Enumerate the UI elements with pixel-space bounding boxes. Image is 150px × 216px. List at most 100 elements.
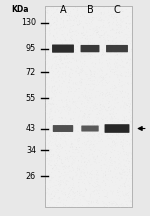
Point xyxy=(56,49,59,53)
Point xyxy=(91,169,94,172)
Point xyxy=(122,205,124,209)
Point xyxy=(72,151,74,154)
Point xyxy=(54,131,56,135)
Point xyxy=(127,134,129,137)
Point xyxy=(91,109,94,113)
Point xyxy=(81,46,83,50)
Point xyxy=(95,173,98,177)
Point xyxy=(51,108,53,112)
Point xyxy=(68,112,70,116)
Point xyxy=(106,82,109,85)
Point xyxy=(74,90,76,94)
Point xyxy=(81,164,84,167)
Point xyxy=(105,167,108,170)
Point xyxy=(121,118,124,122)
Point xyxy=(50,151,52,154)
Point xyxy=(73,33,75,37)
Point xyxy=(61,162,64,166)
Point xyxy=(105,81,107,84)
Point xyxy=(93,70,95,73)
Point xyxy=(57,63,59,66)
Point xyxy=(110,93,112,96)
Point xyxy=(62,25,64,29)
Point xyxy=(81,102,84,106)
Point xyxy=(81,45,83,49)
Point xyxy=(44,59,46,62)
Point xyxy=(77,106,79,109)
Point xyxy=(121,79,123,83)
Point xyxy=(128,105,130,108)
Point xyxy=(60,56,62,60)
Point xyxy=(94,50,97,54)
Point xyxy=(123,182,126,185)
Point xyxy=(53,85,56,89)
Point xyxy=(111,98,114,102)
Point xyxy=(103,188,106,191)
Point xyxy=(88,125,91,128)
Point xyxy=(85,163,88,166)
Point xyxy=(62,62,64,65)
Point xyxy=(116,53,119,56)
Point xyxy=(110,29,112,32)
Point xyxy=(113,200,115,203)
Point xyxy=(64,164,66,167)
Point xyxy=(47,204,49,207)
Point xyxy=(50,46,52,50)
Point xyxy=(86,65,88,68)
Point xyxy=(121,10,124,13)
Point xyxy=(111,202,114,205)
Point xyxy=(106,72,108,76)
Point xyxy=(90,201,92,205)
Point xyxy=(129,35,132,39)
Point xyxy=(114,60,117,64)
Point xyxy=(44,8,46,11)
Point xyxy=(111,148,114,151)
Point xyxy=(90,142,93,146)
Point xyxy=(83,112,86,115)
Point xyxy=(128,99,130,103)
Point xyxy=(124,57,127,61)
Point xyxy=(68,149,70,153)
Point xyxy=(89,182,92,185)
FancyBboxPatch shape xyxy=(81,45,99,52)
Point xyxy=(101,51,104,55)
Point xyxy=(61,62,63,65)
Point xyxy=(94,182,96,185)
Point xyxy=(68,205,70,208)
Point xyxy=(69,133,72,137)
Point xyxy=(52,84,54,88)
Point xyxy=(115,41,117,44)
Point xyxy=(107,63,109,67)
Point xyxy=(63,49,65,53)
Point xyxy=(77,178,80,181)
Point xyxy=(55,92,58,96)
Point xyxy=(53,45,55,48)
Point xyxy=(56,30,58,34)
Point xyxy=(71,177,74,181)
Point xyxy=(57,197,59,201)
Point xyxy=(82,115,84,119)
Point xyxy=(128,188,130,191)
Point xyxy=(107,102,110,105)
Point xyxy=(130,174,132,177)
Point xyxy=(61,162,63,165)
Point xyxy=(89,157,92,161)
Point xyxy=(47,100,50,103)
Point xyxy=(122,150,125,154)
Point xyxy=(46,6,48,10)
Point xyxy=(84,60,86,63)
Point xyxy=(54,11,56,14)
Point xyxy=(122,145,124,148)
Point xyxy=(78,202,80,206)
Point xyxy=(62,62,64,66)
Point xyxy=(115,173,117,176)
Point xyxy=(52,176,54,179)
Point xyxy=(112,27,114,31)
Point xyxy=(121,37,123,40)
Point xyxy=(89,119,91,122)
Point xyxy=(98,57,100,61)
Point xyxy=(127,197,129,200)
Point xyxy=(93,46,96,49)
Point xyxy=(82,54,85,57)
Point xyxy=(85,22,88,25)
